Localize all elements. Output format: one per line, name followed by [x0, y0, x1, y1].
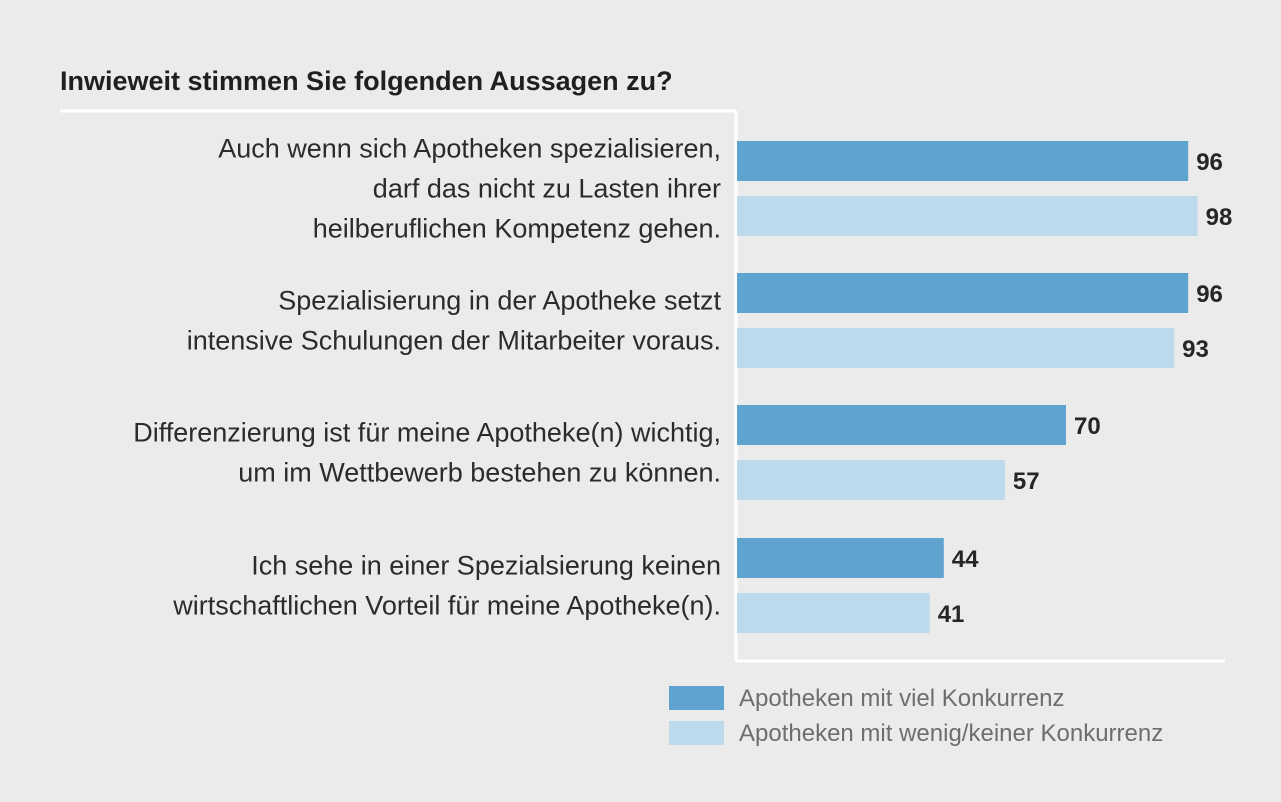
bar-viel-konkurrenz — [737, 538, 944, 578]
category-label: intensive Schulungen der Mitarbeiter vor… — [187, 326, 721, 356]
category-label: Ich sehe in einer Spezialsierung keinen — [251, 551, 721, 581]
bar-viel-konkurrenz — [737, 405, 1066, 445]
value-label: 98 — [1206, 204, 1233, 231]
category-label: heilberuflichen Kompetenz gehen. — [313, 214, 721, 244]
value-label: 44 — [952, 546, 979, 573]
category-label: Differenzierung ist für meine Apotheke(n… — [133, 418, 721, 448]
legend: Apotheken mit viel Konkurrenz Apotheken m… — [669, 685, 1163, 747]
value-label: 96 — [1196, 281, 1223, 308]
category-label: wirtschaftlichen Vorteil für meine Apoth… — [172, 591, 721, 621]
bar-viel-konkurrenz — [737, 141, 1189, 181]
category-label: darf das nicht zu Lasten ihrer — [373, 174, 721, 204]
bar-wenig-konkurrenz — [737, 196, 1198, 236]
value-label: 93 — [1182, 336, 1209, 363]
category-label: um im Wettbewerb bestehen zu können. — [238, 458, 721, 488]
legend-swatch — [669, 686, 724, 710]
category-label: Auch wenn sich Apotheken spezialisieren, — [218, 134, 721, 164]
legend-swatch — [669, 721, 724, 745]
value-label: 41 — [938, 601, 965, 628]
value-label: 70 — [1074, 413, 1101, 440]
bar-wenig-konkurrenz — [737, 593, 930, 633]
value-label: 96 — [1196, 149, 1223, 176]
value-label: 57 — [1013, 468, 1040, 495]
legend-label: Apotheken mit viel Konkurrenz — [739, 685, 1065, 712]
legend-label: Apotheken mit wenig/keiner Konkurrenz — [739, 720, 1163, 747]
category-label: Spezialisierung in der Apotheke setzt — [278, 286, 721, 316]
chart-title: Inwieweit stimmen Sie folgenden Aussagen… — [60, 66, 673, 96]
plot-area: Auch wenn sich Apotheken spezialisieren,… — [133, 134, 1233, 633]
bar-wenig-konkurrenz — [737, 328, 1175, 368]
bar-viel-konkurrenz — [737, 273, 1189, 313]
bar-wenig-konkurrenz — [737, 460, 1005, 500]
